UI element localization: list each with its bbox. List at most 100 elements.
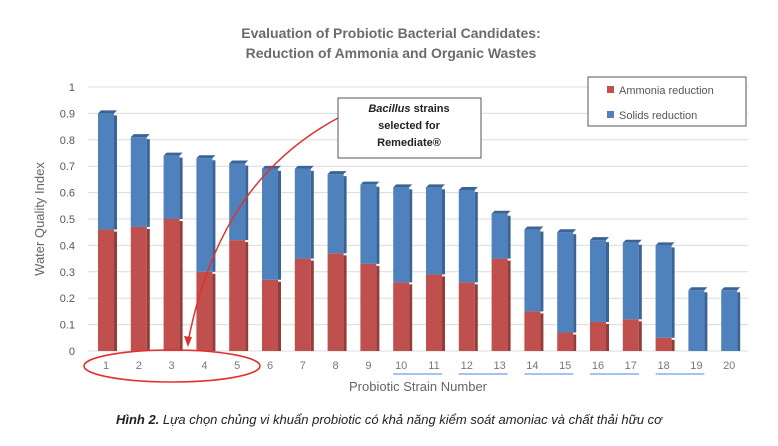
bar-solids bbox=[229, 163, 246, 241]
x-tick-label: 10 bbox=[395, 360, 407, 372]
x-tick-label: 15 bbox=[559, 360, 571, 372]
bar-side bbox=[278, 281, 281, 351]
bar-side bbox=[212, 273, 216, 351]
bar-side bbox=[376, 265, 380, 351]
bar-solids bbox=[163, 155, 180, 219]
bar-side bbox=[474, 284, 478, 351]
bar-side bbox=[671, 339, 675, 351]
bar-top bbox=[524, 226, 544, 230]
bar-side bbox=[376, 186, 380, 264]
bar-side bbox=[638, 321, 642, 351]
bar-ammonia bbox=[163, 219, 180, 351]
bar-top bbox=[327, 171, 347, 175]
bar-side bbox=[179, 157, 183, 219]
bar-ammonia bbox=[327, 253, 344, 351]
bar-top bbox=[98, 110, 117, 114]
y-tick-label: 0.3 bbox=[60, 267, 75, 279]
bar-solids bbox=[426, 187, 442, 275]
highlight-ellipse bbox=[83, 349, 261, 383]
bar-top bbox=[590, 237, 609, 241]
bar-side bbox=[114, 115, 117, 230]
y-tick-label: 0.1 bbox=[60, 320, 75, 332]
bar-top bbox=[426, 184, 445, 188]
bar-top bbox=[721, 287, 741, 291]
bar-solids bbox=[557, 232, 574, 333]
bar-side bbox=[343, 255, 347, 351]
x-tick-label: 13 bbox=[493, 360, 505, 372]
x-tick-label: 20 bbox=[723, 360, 735, 372]
bar-side bbox=[409, 284, 413, 351]
bar-top bbox=[557, 229, 577, 233]
annotation-box bbox=[337, 97, 482, 159]
x-tick-label: 19 bbox=[690, 360, 702, 372]
bar-top bbox=[163, 152, 183, 156]
bar-top bbox=[688, 287, 708, 291]
bar-side bbox=[343, 176, 347, 254]
bar-top bbox=[655, 242, 675, 246]
bar-side bbox=[442, 189, 445, 275]
x-tick-label: 5 bbox=[234, 360, 240, 372]
bar-side bbox=[606, 323, 609, 351]
bar-solids bbox=[590, 240, 606, 322]
x-tick-label: 1 bbox=[103, 360, 109, 372]
annotation-line: Bacillus strains bbox=[368, 103, 449, 115]
bar-ammonia bbox=[229, 240, 246, 351]
bar-top bbox=[229, 160, 249, 164]
bar-side bbox=[442, 276, 445, 351]
bar-ammonia bbox=[524, 311, 541, 351]
bar-ammonia bbox=[196, 271, 213, 351]
bar-top bbox=[622, 239, 642, 243]
y-tick-label: 0.7 bbox=[60, 161, 75, 173]
x-tick-label: 16 bbox=[592, 360, 604, 372]
y-tick-label: 0.2 bbox=[60, 293, 75, 305]
bar-ammonia bbox=[590, 321, 606, 351]
bar-side bbox=[474, 191, 478, 283]
bar-solids bbox=[655, 245, 672, 338]
bar-top bbox=[130, 134, 150, 138]
bar-ammonia bbox=[98, 229, 114, 351]
bar-side bbox=[671, 247, 675, 338]
bar-side bbox=[179, 221, 183, 351]
figure-caption: Hình 2. Lựa chọn chủng vi khuẩn probioti… bbox=[0, 412, 778, 427]
bar-side bbox=[737, 292, 741, 351]
y-tick-label: 0.5 bbox=[60, 214, 75, 226]
bar-side bbox=[573, 234, 577, 333]
bar-solids bbox=[294, 168, 311, 259]
annotation-line: selected for bbox=[378, 120, 440, 132]
y-axis-label: Water Quality Index bbox=[32, 162, 47, 276]
bar-side bbox=[638, 244, 642, 320]
bar-solids bbox=[196, 158, 213, 272]
legend-swatch bbox=[607, 86, 614, 93]
x-tick-label: 11 bbox=[428, 360, 439, 372]
bar-solids bbox=[688, 290, 705, 351]
arrow bbox=[187, 117, 339, 343]
x-tick-label: 17 bbox=[625, 360, 637, 372]
bar-solids bbox=[98, 113, 114, 230]
chart-title-line: Reduction of Ammonia and Organic Wastes bbox=[246, 45, 537, 61]
bar-solids bbox=[393, 187, 410, 283]
y-tick-label: 0 bbox=[69, 346, 75, 358]
bar-side bbox=[606, 242, 609, 322]
y-tick-label: 1 bbox=[69, 82, 75, 94]
bar-ammonia bbox=[262, 279, 278, 351]
bar-ammonia bbox=[557, 332, 574, 351]
bar-side bbox=[573, 334, 577, 351]
bar-ammonia bbox=[130, 226, 147, 351]
y-tick-label: 0.8 bbox=[60, 135, 75, 147]
x-tick-label: 6 bbox=[267, 360, 273, 372]
bar-side bbox=[278, 170, 281, 280]
bar-ammonia bbox=[622, 319, 639, 351]
bar-side bbox=[704, 292, 708, 351]
y-tick-label: 0.6 bbox=[60, 188, 75, 200]
x-tick-label: 2 bbox=[136, 360, 142, 372]
bar-solids bbox=[130, 137, 147, 227]
x-tick-label: 12 bbox=[461, 360, 473, 372]
bar-solids bbox=[721, 290, 738, 351]
x-tick-label: 9 bbox=[365, 360, 371, 372]
bar-side bbox=[310, 260, 314, 351]
bar-top bbox=[360, 181, 380, 185]
bar-solids bbox=[458, 189, 475, 283]
y-tick-label: 0.9 bbox=[60, 108, 75, 120]
bar-top bbox=[458, 186, 478, 190]
